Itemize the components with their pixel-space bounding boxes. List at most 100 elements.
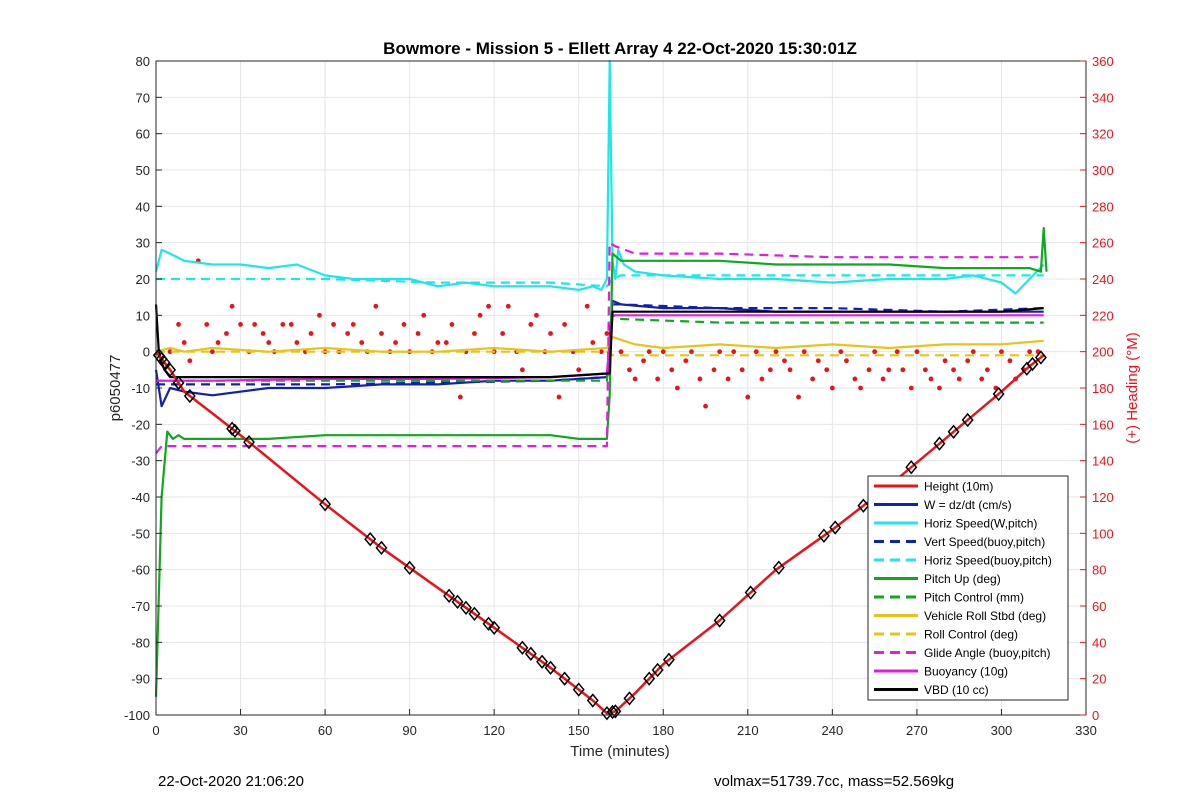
x-tick-label: 180 bbox=[652, 723, 674, 738]
heading-point bbox=[528, 322, 534, 327]
legend-label: Horiz Speed(W,pitch) bbox=[924, 517, 1037, 531]
heading-point bbox=[486, 303, 491, 309]
heading-point bbox=[674, 385, 680, 391]
heading-point bbox=[294, 340, 300, 345]
heading-point bbox=[252, 322, 258, 327]
x-tick-label: 330 bbox=[1075, 723, 1097, 738]
heading-point bbox=[500, 331, 506, 336]
heading-point bbox=[717, 349, 723, 355]
diamond-marker bbox=[536, 654, 549, 669]
diamond-marker bbox=[319, 497, 332, 512]
diamond-marker bbox=[992, 386, 1005, 402]
series-line-6 bbox=[156, 314, 1044, 382]
heading-point bbox=[787, 367, 793, 373]
y-tick-label: 70 bbox=[136, 90, 150, 105]
heading-point bbox=[373, 303, 379, 309]
heading-point bbox=[204, 322, 210, 327]
heading-point bbox=[209, 349, 215, 355]
x-tick-label: 120 bbox=[483, 723, 505, 738]
heading-point bbox=[598, 349, 604, 355]
y2-tick-label: 0 bbox=[1092, 708, 1099, 723]
heading-point bbox=[379, 331, 384, 336]
heading-point bbox=[928, 376, 934, 382]
heading-point bbox=[584, 303, 590, 309]
heading-point bbox=[457, 394, 463, 400]
heading-point bbox=[759, 376, 765, 382]
heading-point bbox=[266, 340, 272, 345]
heading-point bbox=[415, 331, 421, 336]
heading-point bbox=[731, 349, 737, 355]
heading-point bbox=[894, 349, 900, 355]
heading-point bbox=[796, 394, 801, 400]
heading-point bbox=[922, 367, 928, 373]
heading-point bbox=[238, 322, 243, 327]
y-tick-label: -50 bbox=[131, 526, 150, 541]
heading-point bbox=[401, 322, 407, 327]
heading-point bbox=[951, 367, 956, 373]
heading-point bbox=[604, 331, 610, 336]
heading-point bbox=[576, 367, 582, 373]
y2-tick-label: 120 bbox=[1092, 490, 1114, 505]
y-tick-label: 80 bbox=[136, 54, 150, 69]
legend-label: Glide Angle (buoy,pitch) bbox=[924, 646, 1051, 660]
heading-point bbox=[627, 367, 632, 373]
heading-point bbox=[937, 385, 942, 391]
y2-tick-label: 200 bbox=[1092, 345, 1114, 360]
heading-point bbox=[477, 312, 483, 318]
heading-point bbox=[942, 358, 948, 364]
y-tick-label: 30 bbox=[136, 236, 150, 251]
footer-info: volmax=51739.7cc, mass=52.569kg bbox=[714, 773, 955, 790]
series-line-4 bbox=[156, 274, 1044, 288]
diamond-marker bbox=[662, 652, 675, 667]
legend-label: Pitch Up (deg) bbox=[924, 572, 1001, 586]
heading-point bbox=[280, 322, 286, 327]
heading-point bbox=[181, 340, 187, 345]
heading-point bbox=[810, 376, 816, 382]
heading-point bbox=[618, 349, 624, 355]
diamond-marker bbox=[905, 460, 918, 475]
y-tick-label: -10 bbox=[131, 381, 150, 396]
heading-point bbox=[590, 340, 596, 345]
heading-point bbox=[852, 376, 858, 382]
diamond-marker bbox=[460, 600, 472, 615]
x-tick-label: 0 bbox=[152, 723, 159, 738]
x-tick-label: 240 bbox=[822, 723, 844, 738]
diamond-marker bbox=[1034, 350, 1047, 365]
heading-point bbox=[900, 367, 906, 373]
heading-point bbox=[472, 331, 477, 336]
series-line-2 bbox=[154, 59, 1045, 295]
y2-tick-label: 100 bbox=[1092, 526, 1114, 541]
diamond-marker bbox=[488, 620, 501, 635]
heading-point bbox=[979, 376, 985, 382]
legend-label: VBD (10 cc) bbox=[924, 683, 989, 697]
heading-point bbox=[167, 349, 173, 355]
legend-box bbox=[867, 475, 1069, 701]
heading-point bbox=[449, 322, 455, 327]
heading-point bbox=[260, 331, 266, 336]
y2-tick-label: 80 bbox=[1092, 563, 1106, 578]
y-tick-label: -70 bbox=[131, 599, 150, 614]
diamond-marker bbox=[572, 682, 585, 697]
legend-label: Height (10m) bbox=[924, 480, 993, 494]
heading-point bbox=[331, 322, 336, 327]
heading-point bbox=[562, 322, 568, 327]
heading-point bbox=[767, 367, 773, 373]
heading-point bbox=[965, 358, 971, 364]
heading-point bbox=[632, 376, 638, 382]
heading-point bbox=[350, 322, 356, 327]
heading-point bbox=[393, 340, 398, 345]
legend-label: Horiz Speed(buoy,pitch) bbox=[924, 554, 1052, 568]
y-tick-label: -60 bbox=[131, 563, 150, 578]
diamond-marker bbox=[226, 421, 239, 436]
heading-point bbox=[872, 349, 878, 355]
y2-tick-label: 220 bbox=[1092, 308, 1114, 323]
heading-point bbox=[829, 385, 835, 391]
diamond-marker bbox=[829, 520, 842, 535]
y2-tick-label: 300 bbox=[1092, 163, 1114, 178]
heading-point bbox=[697, 376, 703, 382]
heading-point bbox=[858, 385, 863, 391]
diamond-marker bbox=[1026, 356, 1039, 372]
heading-point bbox=[317, 312, 322, 318]
y-tick-label: 60 bbox=[136, 127, 150, 142]
